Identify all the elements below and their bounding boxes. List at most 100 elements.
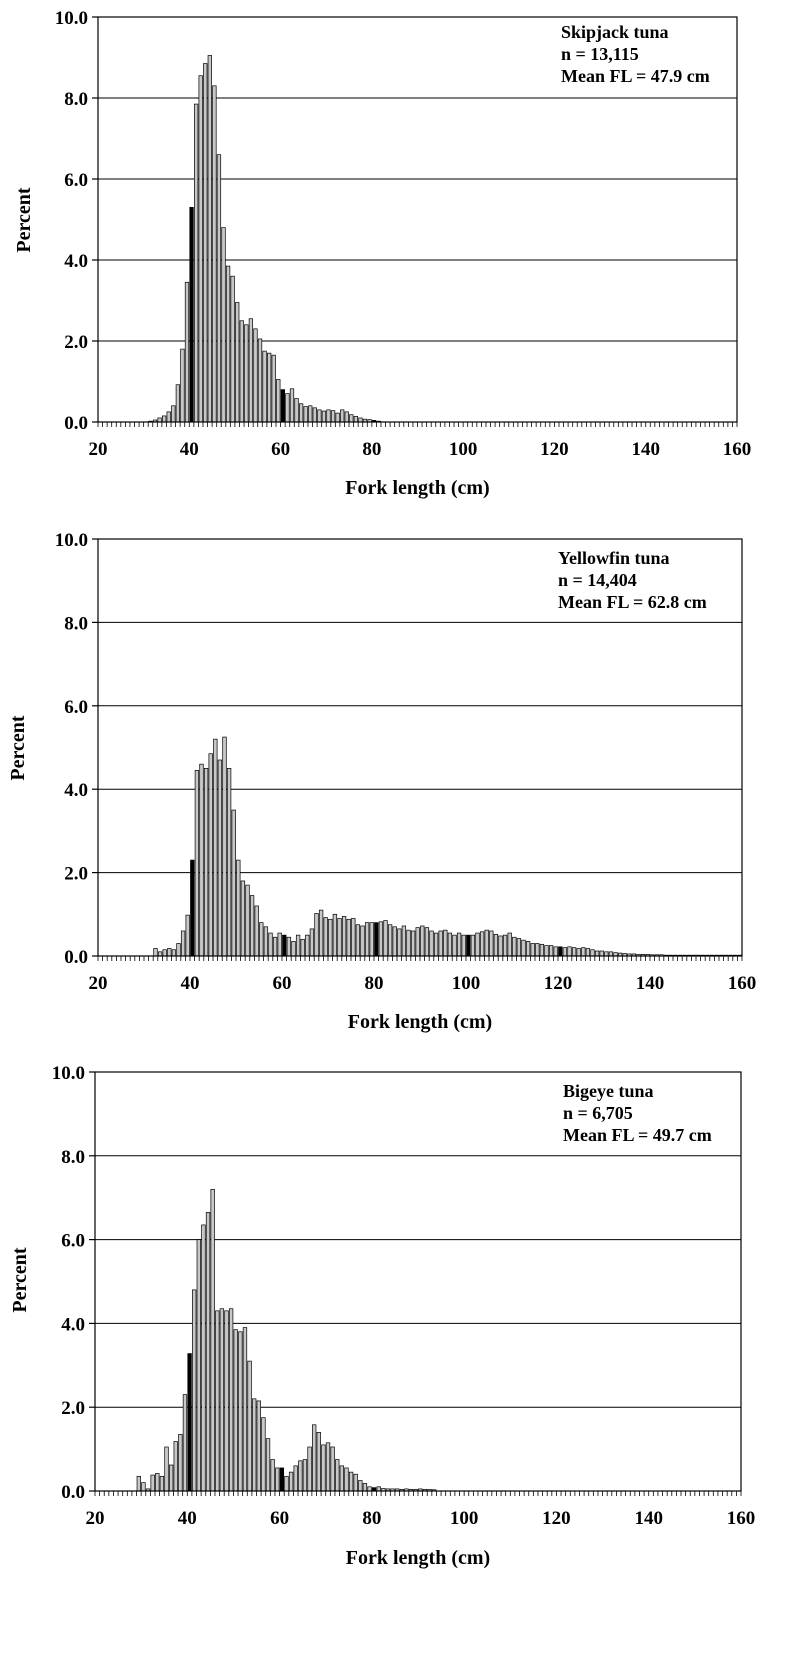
bar-skipjack-38 <box>180 348 185 423</box>
bar-yellowfin-52 <box>245 884 250 957</box>
bar-yellowfin-109 <box>507 932 512 957</box>
bar-bigeye-30 <box>141 1482 146 1492</box>
bar-yellowfin-73 <box>341 916 347 957</box>
bar-bigeye-73 <box>339 1465 345 1492</box>
bar-skipjack-66 <box>308 405 313 423</box>
annotation-yellowfin-0: Yellowfin tuna <box>558 548 670 568</box>
bar-yellowfin-49 <box>231 809 236 957</box>
bar-skipjack-63 <box>294 398 299 423</box>
bar-yellowfin-57 <box>268 932 273 957</box>
x-tick-label-yellowfin-3: 80 <box>365 973 384 994</box>
bar-yellowfin-69 <box>323 917 328 957</box>
bar-bigeye-66 <box>307 1446 312 1492</box>
y-tick-label-yellowfin-0: 0.0 <box>64 947 88 968</box>
bar-yellowfin-116 <box>539 943 545 957</box>
bar-bigeye-64 <box>298 1460 303 1492</box>
y-tick-label-bigeye-2: 4.0 <box>61 1314 85 1335</box>
bar-yellowfin-107 <box>498 935 503 957</box>
bar-skipjack-41 <box>194 103 199 423</box>
bar-bigeye-38 <box>178 1434 183 1492</box>
bar-yellowfin-68 <box>318 909 324 957</box>
bar-bigeye-45 <box>210 1188 215 1492</box>
y-tick-label-skipjack-1: 2.0 <box>64 332 88 353</box>
bar-skipjack-37 <box>175 384 180 423</box>
y-axis-title-bigeye: Percent <box>9 1247 31 1312</box>
bar-yellowfin-71 <box>332 913 338 957</box>
bar-yellowfin-91 <box>424 927 430 957</box>
x-tick-label-bigeye-4: 100 <box>450 1508 479 1529</box>
x-tick-label-yellowfin-0: 20 <box>89 973 108 994</box>
bar-bigeye-47 <box>219 1308 225 1492</box>
bar-yellowfin-92 <box>429 930 434 957</box>
bar-yellowfin-41 <box>194 770 200 957</box>
bar-yellowfin-43 <box>203 768 209 957</box>
bar-yellowfin-84 <box>392 926 397 957</box>
bar-yellowfin-131 <box>608 951 614 957</box>
bar-bigeye-42 <box>196 1239 201 1492</box>
bar-bigeye-55 <box>256 1400 261 1492</box>
bar-yellowfin-79 <box>369 922 374 957</box>
bar-yellowfin-93 <box>433 932 439 957</box>
x-tick-label-skipjack-0: 20 <box>89 439 108 460</box>
annotation-bigeye-0: Bigeye tuna <box>563 1081 654 1101</box>
bar-bigeye-63 <box>293 1465 298 1492</box>
bar-yellowfin-102 <box>475 932 480 957</box>
annotation-skipjack-0: Skipjack tuna <box>561 22 669 42</box>
x-tick-label-bigeye-7: 160 <box>727 1508 756 1529</box>
x-tick-label-yellowfin-6: 140 <box>636 973 665 994</box>
bar-skipjack-42 <box>198 75 203 423</box>
annotation-skipjack-2: Mean FL = 47.9 cm <box>561 66 710 86</box>
bar-skipjack-74 <box>344 411 349 423</box>
bar-bigeye-37 <box>173 1441 178 1492</box>
bar-bigeye-41 <box>192 1289 197 1492</box>
chart-svg-skipjack: 0.0 2.0 4.0 6.0 8.0 10.0 20 40 60 80 100 120 140 160 F… <box>13 8 751 499</box>
bar-skipjack-61 <box>285 393 290 423</box>
bar-yellowfin-112 <box>521 939 526 957</box>
bar-bigeye-53 <box>247 1360 252 1492</box>
chart-svg-bigeye: 0.0 2.0 4.0 6.0 8.0 10.0 20 40 60 80 100 120 140 160 F… <box>9 1063 756 1569</box>
bar-yellowfin-72 <box>337 918 342 957</box>
bar-skipjack-60 <box>280 389 285 423</box>
bar-yellowfin-117 <box>544 945 549 957</box>
bar-yellowfin-122 <box>567 946 572 957</box>
bar-skipjack-36 <box>171 405 176 423</box>
bar-skipjack-45 <box>212 85 217 423</box>
x-axis-title-skipjack: Fork length (cm) <box>345 477 489 499</box>
bar-bigeye-68 <box>316 1431 321 1492</box>
x-tick-label-yellowfin-4: 100 <box>452 973 481 994</box>
x-tick-label-skipjack-3: 80 <box>362 439 381 460</box>
bar-yellowfin-130 <box>604 951 609 957</box>
bar-skipjack-56 <box>262 350 267 423</box>
bar-yellowfin-75 <box>351 918 356 957</box>
bar-skipjack-71 <box>330 410 336 423</box>
bar-skipjack-40 <box>189 207 194 423</box>
bar-yellowfin-42 <box>199 763 204 957</box>
x-tick-label-yellowfin-7: 160 <box>728 973 757 994</box>
bar-bigeye-81 <box>376 1486 381 1492</box>
bar-bigeye-32 <box>150 1474 155 1492</box>
chart-panel-skipjack: 0.0 2.0 4.0 6.0 8.0 10.0 20 40 60 80 100 120 140 160 F… <box>0 0 804 510</box>
bar-bigeye-44 <box>205 1212 211 1492</box>
x-tick-label-skipjack-1: 40 <box>180 439 199 460</box>
y-axis-title-yellowfin: Percent <box>7 715 29 780</box>
x-tick-label-bigeye-6: 140 <box>634 1508 663 1529</box>
bar-yellowfin-40 <box>190 859 195 957</box>
y-axis-title-skipjack: Percent <box>13 187 35 252</box>
y-tick-label-skipjack-3: 6.0 <box>64 170 88 191</box>
bar-yellowfin-55 <box>259 922 264 957</box>
bar-yellowfin-103 <box>479 931 485 957</box>
bar-yellowfin-51 <box>240 880 246 957</box>
bar-yellowfin-46 <box>217 759 223 957</box>
bar-bigeye-61 <box>284 1475 289 1492</box>
bar-skipjack-34 <box>162 415 167 423</box>
bar-yellowfin-90 <box>420 925 425 957</box>
x-tick-label-yellowfin-5: 120 <box>544 973 573 994</box>
bar-skipjack-65 <box>303 406 308 423</box>
bar-skipjack-52 <box>244 324 249 423</box>
x-tick-label-bigeye-1: 40 <box>178 1508 197 1529</box>
bar-skipjack-64 <box>298 403 304 423</box>
bar-skipjack-62 <box>289 388 295 423</box>
bar-yellowfin-100 <box>466 934 471 957</box>
y-tick-label-bigeye-1: 2.0 <box>61 1398 85 1419</box>
bar-bigeye-56 <box>261 1417 266 1492</box>
